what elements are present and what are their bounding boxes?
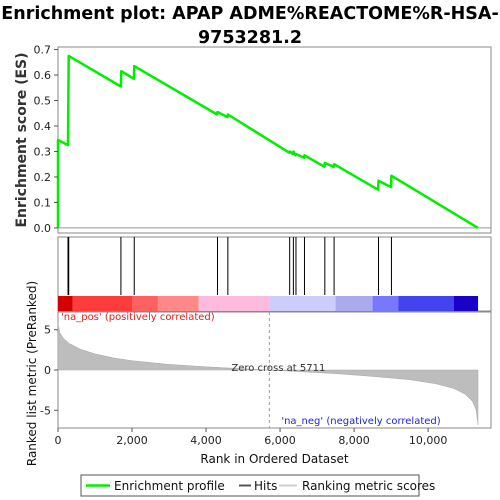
x-tick-label: 6,000 <box>264 434 296 447</box>
heatmap-bar <box>58 296 478 311</box>
es-y-tick-label: 0.0 <box>34 222 52 235</box>
metric-y-tick-label: 0 <box>44 364 51 377</box>
heatmap-segment <box>269 296 335 311</box>
heatmap-segment <box>58 296 73 311</box>
neg-correlated-label: 'na_neg' (negatively correlated) <box>281 416 440 427</box>
x-tick-label: 10,000 <box>409 434 448 447</box>
legend-profile-label: Enrichment profile <box>114 479 225 493</box>
heatmap-segment <box>454 296 478 311</box>
es-y-tick-label: 0.6 <box>34 69 52 82</box>
metric-y-axis-label: Ranked list metric (PreRanked) <box>25 281 39 466</box>
es-panel: 0.0 0.1 0.2 0.3 0.4 0.5 0.6 0.7 Enrichment score… <box>14 44 491 235</box>
es-y-tick-label: 0.5 <box>34 95 52 108</box>
x-tick-label: 8,000 <box>338 434 370 447</box>
metric-y-tick-label: -5 <box>40 404 51 417</box>
x-axis-label: Rank in Ordered Dataset <box>200 452 348 466</box>
pos-correlated-label: 'na_pos' (positively correlated) <box>61 312 215 323</box>
heatmap-segment <box>158 296 199 311</box>
legend-hits-label: Hits <box>254 479 277 493</box>
heatmap-segment <box>336 296 373 311</box>
axes: 0 2,000 4,000 6,000 8,000 10,000 Rank in Order… <box>55 428 448 466</box>
legend[interactable]: Enrichment profile Hits Ranking metric sco… <box>81 475 435 496</box>
es-y-tick-label: 0.3 <box>34 145 52 158</box>
zero-cross-label: Zero cross at 5711 <box>231 363 325 374</box>
heatmap-segment <box>132 296 158 311</box>
heatmap-segment <box>199 296 270 311</box>
heatmap-segment <box>73 296 132 311</box>
es-plot-frame <box>58 47 491 233</box>
heatmap-segment <box>373 296 399 311</box>
metric-y-tick-label: 5 <box>44 324 51 337</box>
es-y-tick-label: 0.2 <box>34 171 52 184</box>
x-tick-label: 4,000 <box>190 434 222 447</box>
es-y-tick-label: 0.4 <box>34 120 52 133</box>
legend-metric-label: Ranking metric scores <box>302 479 435 493</box>
es-y-axis-label: Enrichment score (ES) <box>14 52 30 227</box>
x-tick-label: 2,000 <box>116 434 148 447</box>
x-tick-label: 0 <box>55 434 62 447</box>
es-y-tick-label: 0.7 <box>34 44 52 57</box>
es-y-tick-label: 0.1 <box>34 196 52 209</box>
heatmap-segment <box>398 296 454 311</box>
